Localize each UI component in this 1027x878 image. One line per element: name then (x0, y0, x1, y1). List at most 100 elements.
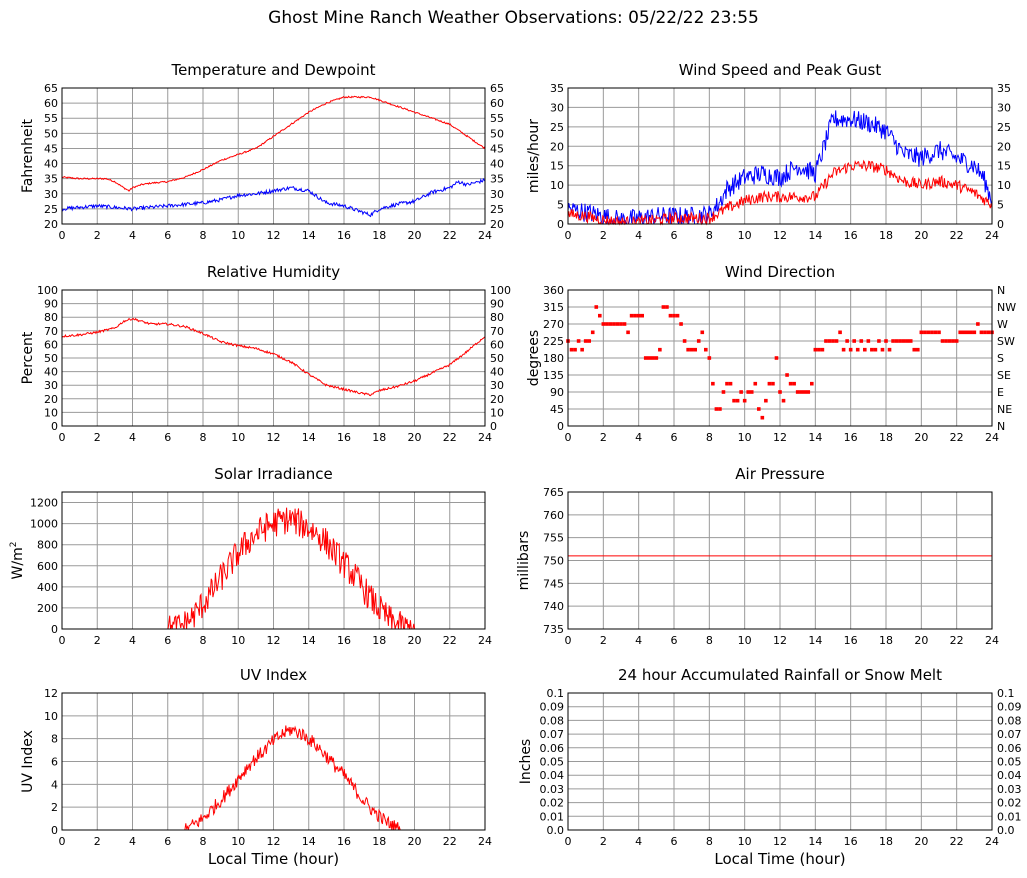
x-tick-label: 22 (443, 229, 457, 242)
wind-direction-point (668, 313, 673, 318)
y-tick-label: 1000 (30, 518, 58, 531)
wind-direction-point (746, 390, 750, 394)
y-tick-label: 0.01 (540, 810, 565, 823)
x-tick-label: 20 (914, 229, 928, 242)
y-right-label: 35 (490, 173, 504, 186)
x-tick-label: 14 (302, 431, 316, 444)
wind-direction-point (757, 407, 761, 411)
x-tick-label: 2 (600, 835, 607, 848)
x-tick-label: 16 (844, 634, 858, 647)
y-tick-label: 8 (51, 733, 58, 746)
wind-direction-point (718, 407, 722, 411)
wind-direction-point (905, 339, 909, 343)
y-right-label: NE (997, 403, 1012, 416)
wind-direction-point (682, 339, 687, 343)
x-tick-label: 10 (231, 229, 245, 242)
wind-direction-point (580, 347, 584, 352)
chart-title: Temperature and Dewpoint (170, 61, 375, 79)
x-axis-label: Local Time (hour) (208, 850, 339, 868)
x-tick-label: 0 (59, 431, 66, 444)
wind-direction-point (855, 347, 860, 352)
x-tick-label: 10 (738, 229, 752, 242)
wind-direction-point (930, 330, 934, 335)
y-tick-label: 30 (44, 379, 58, 392)
x-tick-label: 16 (337, 835, 351, 848)
y-tick-label: 745 (543, 577, 564, 590)
x-tick-label: 2 (94, 835, 101, 848)
y-tick-label: 0 (51, 824, 58, 837)
x-tick-label: 4 (635, 229, 642, 242)
x-tick-label: 8 (200, 634, 207, 647)
wind-direction-point (605, 322, 609, 326)
y-right-label: 20 (490, 218, 504, 231)
x-tick-label: 18 (879, 634, 893, 647)
wind-direction-point (615, 322, 620, 326)
wind-direction-point (774, 356, 779, 360)
wind-direction-point (852, 339, 856, 343)
x-tick-label: 8 (200, 229, 207, 242)
y-right-label: 0.06 (997, 742, 1022, 755)
x-tick-label: 18 (372, 431, 386, 444)
wind-direction-point (714, 407, 719, 411)
wind-direction-point (859, 339, 864, 343)
y-right-label: 40 (490, 366, 504, 379)
x-tick-label: 8 (706, 835, 713, 848)
y-right-label: SE (997, 369, 1011, 382)
y-tick-label: 400 (37, 581, 58, 594)
wind-direction-point (760, 415, 765, 420)
wind-direction-point (873, 347, 878, 352)
x-tick-label: 16 (844, 431, 858, 444)
x-tick-label: 12 (773, 431, 787, 444)
y-tick-label: 20 (44, 218, 58, 231)
wind-direction-point (834, 339, 839, 343)
x-tick-label: 14 (302, 835, 316, 848)
y-tick-label: 40 (44, 158, 58, 171)
x-tick-label: 24 (985, 431, 999, 444)
y-right-label: 0.01 (997, 810, 1022, 823)
wind-direction-point (795, 390, 800, 394)
x-tick-label: 10 (231, 634, 245, 647)
x-tick-label: 14 (808, 835, 822, 848)
y-right-label: 50 (490, 127, 504, 140)
wind-direction-point (870, 347, 874, 352)
x-tick-label: 6 (671, 835, 678, 848)
wind-direction-point (728, 381, 733, 386)
x-tick-label: 2 (600, 634, 607, 647)
y-tick-label: 760 (543, 509, 564, 522)
series-line-1 (61, 317, 486, 397)
y-tick-label: 40 (44, 366, 58, 379)
wind-direction-point (753, 381, 758, 386)
wind-direction-point (583, 339, 588, 343)
y-right-label: 0.08 (997, 714, 1022, 727)
y-tick-label: 0 (51, 420, 58, 433)
wind-direction-point (711, 381, 715, 386)
x-tick-label: 12 (267, 835, 281, 848)
wind-direction-point (781, 398, 786, 403)
y-right-label: 0.0 (997, 824, 1015, 837)
x-tick-label: 20 (914, 634, 928, 647)
y-tick-label: 0.06 (540, 742, 565, 755)
wind-direction-point (940, 339, 945, 343)
y-tick-label: 1200 (30, 497, 58, 510)
x-tick-label: 6 (164, 634, 171, 647)
y-axis-label: miles/hour (526, 119, 542, 193)
y-tick-label: 10 (44, 406, 58, 419)
y-right-label: 60 (490, 338, 504, 351)
wind-direction-point (643, 356, 648, 360)
y-tick-label: 0.08 (540, 714, 565, 727)
y-right-label: NW (997, 301, 1016, 314)
y-right-label: 25 (997, 121, 1011, 134)
x-tick-label: 18 (879, 229, 893, 242)
y-tick-label: 25 (44, 203, 58, 216)
y-tick-label: 50 (44, 352, 58, 365)
wind-direction-point (654, 356, 659, 360)
wind-direction-point (601, 322, 606, 326)
wind-direction-point (884, 339, 888, 343)
plot-frame (61, 491, 486, 630)
x-tick-label: 8 (706, 229, 713, 242)
wind-direction-point (841, 347, 846, 352)
x-tick-label: 24 (985, 634, 999, 647)
